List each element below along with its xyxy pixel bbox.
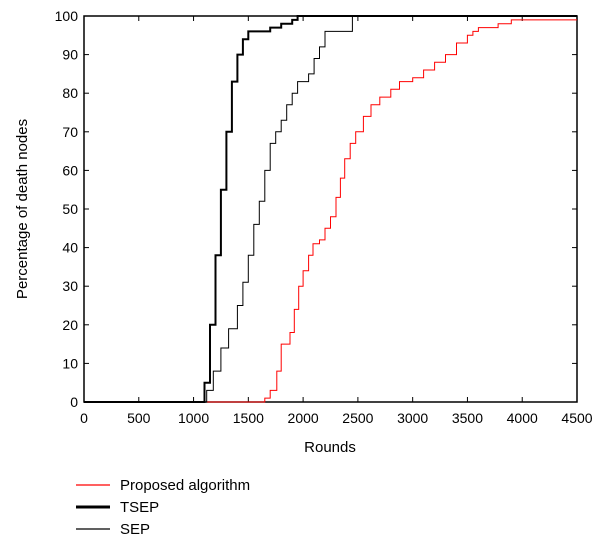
plot-area [83,15,578,403]
legend-label: SEP [120,521,150,538]
x-axis-label: Rounds [304,439,356,456]
x-tick-label: 0 [80,410,88,426]
x-tick-label: 1500 [233,410,264,426]
x-tick-label: 1000 [178,410,209,426]
y-tick-label: 60 [62,162,78,178]
legend: Proposed algorithm TSEP SEP [76,477,250,538]
x-tick-label: 4000 [507,410,538,426]
series-lines [84,15,577,403]
y-tick-label: 50 [62,201,78,217]
x-tick-label: 3500 [452,410,483,426]
series-line-2 [84,15,577,403]
y-tick-label: 10 [62,355,78,371]
axis-ticks: 0 500 1000 1500 2000 2500 3000 3500 4000 4500 0 10 2… [55,8,593,426]
y-axis-label: Percentage of death nodes [14,119,31,299]
y-tick-label: 90 [62,47,78,63]
x-tick-label: 2500 [342,410,373,426]
legend-label: Proposed algorithm [120,477,250,494]
y-tick-label: 70 [62,124,78,140]
y-tick-label: 20 [62,317,78,333]
x-tick-label: 4500 [561,410,592,426]
y-tick-label: 40 [62,240,78,256]
x-tick-label: 3000 [397,410,428,426]
legend-label: TSEP [120,499,159,516]
y-tick-label: 0 [70,394,78,410]
series-line-3 [84,15,577,403]
y-tick-label: 30 [62,278,78,294]
x-tick-label: 500 [127,410,151,426]
x-tick-label: 2000 [288,410,319,426]
series-line-1 [84,19,577,403]
y-tick-label: 100 [55,8,79,24]
y-tick-label: 80 [62,85,78,101]
